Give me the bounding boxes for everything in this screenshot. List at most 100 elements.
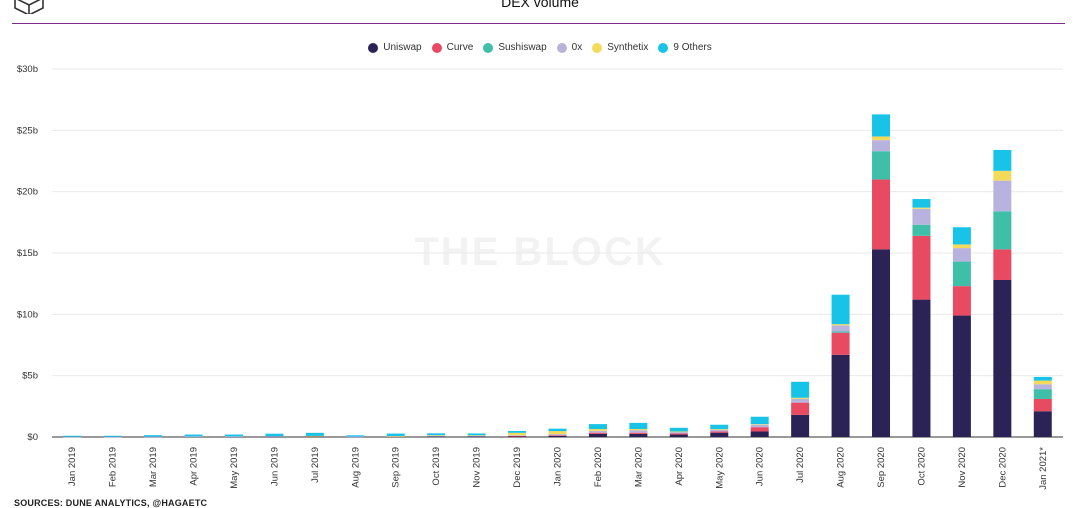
bar-segment bbox=[508, 430, 527, 433]
legend-item[interactable]: 9 Others bbox=[658, 42, 712, 53]
x-tick-label: Oct 2020 bbox=[916, 447, 927, 486]
bar-segment bbox=[710, 429, 729, 432]
bar-segment bbox=[588, 429, 607, 431]
x-tick-label: Aug 2020 bbox=[836, 447, 847, 488]
legend-label: Uniswap bbox=[383, 42, 422, 53]
bar-segment bbox=[791, 397, 810, 399]
bar-segment bbox=[588, 430, 607, 433]
bar-segment bbox=[669, 431, 688, 433]
bar-segment bbox=[548, 428, 567, 432]
x-tick-label: Nov 2019 bbox=[472, 447, 483, 488]
legend-swatch bbox=[431, 42, 442, 53]
bar-segment bbox=[1033, 380, 1052, 385]
legend-item[interactable]: Uniswap bbox=[368, 42, 422, 53]
legend-swatch bbox=[658, 42, 669, 53]
legend-item[interactable]: Sushiswap bbox=[483, 42, 547, 53]
legend-item[interactable]: Curve bbox=[431, 42, 474, 53]
bar-segment bbox=[508, 432, 527, 436]
legend-label: Curve bbox=[446, 42, 474, 53]
y-tick-label: $10b bbox=[17, 309, 38, 320]
bar-segment bbox=[386, 436, 405, 438]
bar-segment bbox=[184, 436, 203, 437]
y-tick-label: $5b bbox=[22, 371, 38, 382]
bar-segment bbox=[710, 424, 729, 430]
chart-legend: Uniswap Curve Sushiswap 0x Synthetix 9 Others bbox=[0, 42, 1080, 53]
bar-segment bbox=[103, 436, 122, 438]
bar-segment bbox=[872, 249, 891, 437]
bar-segment bbox=[224, 434, 243, 437]
legend-label: Sushiswap bbox=[498, 42, 547, 53]
bar-segment bbox=[831, 294, 850, 325]
x-tick-label: Dec 2019 bbox=[512, 447, 523, 488]
legend-swatch bbox=[483, 42, 494, 53]
bar-segment bbox=[912, 299, 931, 437]
bar-segment bbox=[952, 244, 971, 249]
bar-segment bbox=[265, 436, 284, 437]
bar-segment bbox=[305, 432, 324, 436]
bar-segment bbox=[791, 414, 810, 437]
bar-segment bbox=[872, 136, 891, 141]
x-tick-label: Oct 2019 bbox=[431, 447, 442, 486]
bar-segment bbox=[750, 424, 769, 425]
bar-segment bbox=[629, 433, 648, 437]
x-tick-label: Jul 2019 bbox=[310, 447, 321, 483]
bar-segment bbox=[144, 435, 163, 437]
bar-segment bbox=[1033, 389, 1052, 399]
x-tick-label: Aug 2019 bbox=[350, 447, 361, 488]
x-tick-label: Sep 2019 bbox=[391, 447, 402, 488]
title-divider bbox=[12, 23, 1065, 24]
bar-segment bbox=[831, 332, 850, 355]
bar-segment bbox=[103, 435, 122, 437]
bar-segment bbox=[791, 398, 810, 403]
bar-segment bbox=[265, 433, 284, 437]
bar-segment bbox=[386, 436, 405, 437]
bar-segment bbox=[548, 434, 567, 436]
bar-segment bbox=[993, 249, 1012, 280]
bar-segment bbox=[427, 435, 446, 437]
bar-segment bbox=[831, 325, 850, 332]
bar-segment bbox=[952, 227, 971, 245]
bar-segment bbox=[467, 435, 486, 437]
bar-segment bbox=[669, 434, 688, 437]
source-note: SOURCES: DUNE ANALYTICS, @HAGAETC bbox=[14, 498, 208, 508]
bar-segment bbox=[872, 179, 891, 250]
bar-segment bbox=[548, 435, 567, 437]
y-tick-label: $30b bbox=[17, 64, 38, 75]
bar-segment bbox=[265, 436, 284, 438]
bar-segment bbox=[63, 435, 82, 437]
x-tick-label: Apr 2020 bbox=[674, 447, 685, 486]
bar-segment bbox=[710, 429, 729, 430]
bar-segment bbox=[831, 354, 850, 437]
bar-segment bbox=[467, 435, 486, 436]
legend-label: 0x bbox=[571, 42, 583, 53]
bar-segment bbox=[912, 235, 931, 300]
x-tick-label: Jan 2019 bbox=[67, 447, 78, 486]
bar-segment bbox=[831, 324, 850, 326]
bar-segment bbox=[427, 435, 446, 436]
bar-segment bbox=[346, 436, 365, 438]
bar-segment bbox=[710, 432, 729, 437]
x-tick-label: Feb 2019 bbox=[108, 447, 119, 487]
x-tick-label: Feb 2020 bbox=[593, 447, 604, 487]
bar-segment bbox=[791, 402, 810, 415]
legend-swatch bbox=[368, 42, 379, 53]
bar-segment bbox=[912, 224, 931, 236]
x-tick-label: May 2019 bbox=[229, 447, 240, 489]
bar-segment bbox=[669, 427, 688, 432]
bar-segment bbox=[508, 435, 527, 436]
bar-segment bbox=[912, 208, 931, 225]
legend-item[interactable]: 0x bbox=[556, 42, 583, 53]
bar-segment bbox=[872, 151, 891, 180]
bar-segment bbox=[467, 433, 486, 436]
bar-segment bbox=[427, 436, 446, 437]
x-tick-label: Nov 2020 bbox=[957, 447, 968, 488]
bar-segment bbox=[588, 433, 607, 437]
bar-segment bbox=[1033, 398, 1052, 412]
legend-label: 9 Others bbox=[673, 42, 712, 53]
bar-segment bbox=[63, 436, 82, 438]
legend-item[interactable]: Synthetix bbox=[592, 42, 648, 53]
y-tick-label: $15b bbox=[17, 248, 38, 259]
bar-segment bbox=[952, 286, 971, 316]
x-tick-label: Jan 2021* bbox=[1038, 447, 1049, 490]
bar-segment bbox=[629, 429, 648, 431]
